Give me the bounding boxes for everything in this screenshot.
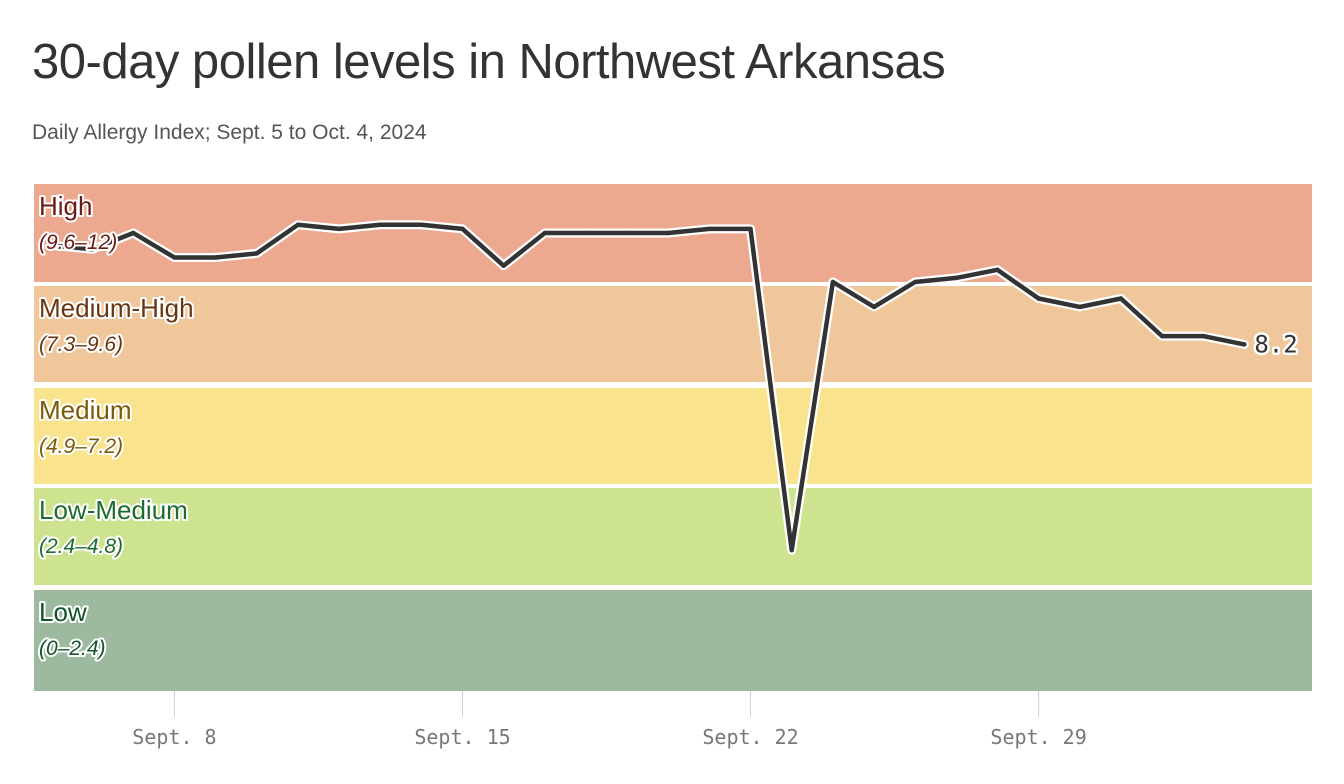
series-layer bbox=[46, 220, 1249, 555]
data-point bbox=[378, 222, 383, 227]
data-point bbox=[748, 226, 753, 232]
data-point bbox=[995, 267, 1000, 272]
data-point bbox=[131, 230, 136, 236]
x-tick-label: Sept. 15 bbox=[414, 725, 510, 749]
x-tick-label: Sept. 29 bbox=[990, 725, 1086, 749]
band-medium bbox=[34, 388, 1312, 484]
band-layer bbox=[34, 184, 1312, 691]
series-line bbox=[48, 222, 1247, 553]
band-label-low: Low bbox=[39, 597, 87, 627]
data-point bbox=[501, 263, 506, 268]
data-point bbox=[830, 279, 836, 285]
x-tick-label: Sept. 8 bbox=[132, 725, 216, 749]
data-point bbox=[419, 222, 424, 227]
band-label-high: High bbox=[39, 191, 92, 221]
data-point bbox=[666, 230, 671, 236]
band-low-medium bbox=[34, 488, 1312, 585]
data-point bbox=[336, 226, 342, 232]
band-range-medium-high: (7.3–9.6) bbox=[39, 333, 123, 356]
data-point bbox=[1159, 333, 1165, 339]
band-label-medium: Medium bbox=[39, 395, 131, 425]
data-point bbox=[48, 243, 54, 248]
end-value-label: 8.2 bbox=[1254, 330, 1297, 358]
band-range-low-medium: (2.4–4.8) bbox=[39, 535, 123, 558]
data-point bbox=[213, 255, 218, 260]
data-point bbox=[583, 230, 589, 236]
label-layer: High (9.6–12) Medium-High (7.3–9.6) Medium (4… bbox=[37, 189, 1300, 662]
band-label-medium-high: Medium-High bbox=[39, 293, 194, 323]
data-point bbox=[707, 226, 712, 232]
data-point bbox=[954, 275, 959, 281]
band-range-medium: (4.9–7.2) bbox=[39, 435, 123, 458]
data-point bbox=[1077, 304, 1083, 310]
data-point bbox=[624, 230, 630, 236]
band-label-low-medium: Low-Medium bbox=[39, 495, 188, 525]
data-point bbox=[254, 251, 259, 256]
data-point bbox=[295, 222, 301, 227]
data-point bbox=[871, 304, 877, 310]
data-point bbox=[1242, 342, 1247, 347]
x-axis: Sept. 8 Sept. 15 Sept. 22 Sept. 29 bbox=[132, 691, 1087, 749]
data-point bbox=[90, 247, 95, 252]
data-point bbox=[172, 255, 177, 260]
data-point bbox=[1118, 296, 1124, 301]
data-point bbox=[1201, 333, 1206, 339]
chart-title: 30-day pollen levels in Northwest Arkans… bbox=[32, 35, 946, 89]
x-tick-label: Sept. 22 bbox=[702, 725, 798, 749]
data-point bbox=[912, 279, 918, 285]
band-range-low: (0–2.4) bbox=[39, 637, 106, 660]
band-range-high: (9.6–12) bbox=[39, 231, 117, 254]
data-point bbox=[460, 226, 465, 232]
data-point bbox=[789, 547, 794, 553]
chart-subtitle: Daily Allergy Index; Sept. 5 to Oct. 4, … bbox=[32, 121, 427, 144]
data-point bbox=[1036, 296, 1041, 301]
band-low bbox=[34, 590, 1312, 691]
data-point bbox=[542, 230, 547, 236]
